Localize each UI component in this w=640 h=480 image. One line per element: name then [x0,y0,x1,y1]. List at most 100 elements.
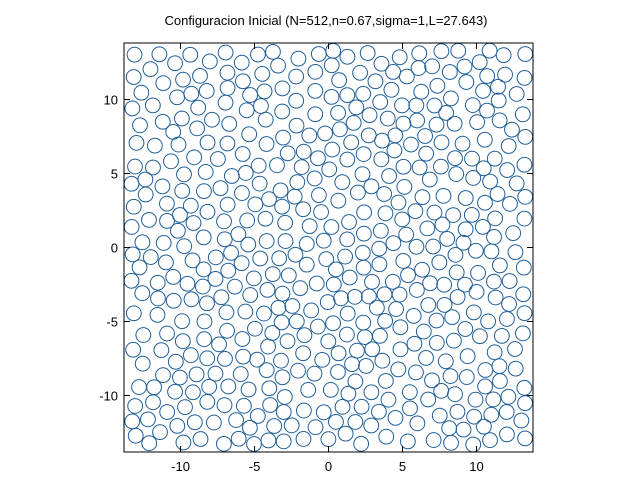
particle-point [454,135,471,152]
particle-point [280,267,297,284]
particle-point [435,187,452,204]
particle-point [355,146,372,163]
particle-point [395,115,412,132]
particle-point [295,345,312,362]
particle-point [174,313,190,330]
particle-point [422,275,438,292]
particle-point [379,110,396,127]
particle-point [298,256,315,273]
particle-point [399,433,416,450]
particle-point [505,225,522,242]
particle-point [125,69,142,85]
particle-point [475,82,491,99]
particle-point [176,238,193,255]
particle-point [502,195,518,212]
particle-point [154,113,171,130]
particle-point [334,174,351,191]
particle-point [487,210,504,227]
particle-point [123,219,140,235]
particle-point [499,162,516,178]
particle-point [239,212,256,229]
particle-point [501,273,518,289]
particle-point [258,136,275,152]
particle-point [390,361,407,378]
particle-point [216,231,233,248]
particle-point [279,333,296,350]
particle-point [328,261,344,278]
particle-point [446,115,463,132]
particle-point [377,312,394,329]
particle-point [356,225,372,242]
particle-point [313,204,329,220]
axes: -10 -5 0 5 10 -10 -5 0 5 10 [99,43,533,474]
particle-point [254,66,271,82]
particle-point [242,287,259,303]
particle-point [371,403,387,420]
particle-point [391,286,408,303]
particle-point [234,185,250,201]
particle-point [360,127,377,144]
particle-point [417,128,433,144]
particle-point [169,89,185,106]
particle-point [310,150,326,167]
particle-point [355,314,372,331]
particle-point [359,45,376,61]
particle-point [159,195,175,212]
particle-point [459,348,476,365]
particle-point [183,85,200,102]
particle-point [442,368,459,385]
particle-point [402,400,418,417]
x-tick-label: -10 [171,459,190,474]
particle-point [388,301,405,317]
particle-point [444,309,461,326]
particle-point [439,230,456,247]
particle-point [270,299,287,316]
particle-point [367,73,384,90]
particle-point [517,430,534,447]
particle-point [142,249,159,266]
particle-point [150,290,166,307]
particle-point [381,168,398,184]
particle-point [320,333,337,350]
particle-point [377,372,394,389]
particle-point [242,419,258,436]
particle-point [228,412,245,428]
particle-point [251,175,268,192]
particle-point [409,112,426,129]
particle-point [465,436,482,453]
y-tick-label: 10 [104,93,118,108]
particle-point [247,196,264,213]
particle-point [467,242,484,259]
particle-point [332,121,348,138]
particle-point [182,197,199,214]
particle-point [428,335,445,351]
particle-point [449,403,466,420]
particle-point [364,273,380,290]
particle-point [259,281,276,298]
particle-point [363,178,380,195]
particle-point [274,369,291,386]
particle-point [125,305,142,322]
particle-point [489,186,506,202]
particle-point [514,106,531,123]
particle-point [339,231,356,248]
particle-point [334,398,351,415]
particle-point [472,328,488,345]
x-tick-label: -5 [249,459,261,474]
particle-point [349,342,365,359]
particle-point [123,272,140,289]
particle-point [485,391,502,408]
particle-point [372,327,388,344]
particle-point [165,123,182,140]
particle-point [124,100,141,117]
particle-point [405,307,422,324]
particle-point [125,198,142,215]
particle-point [235,397,252,414]
particle-point [300,382,317,398]
particle-point [196,183,212,200]
particle-point [298,236,315,252]
particle-point [364,341,381,358]
particle-point [517,128,534,145]
particle-point [274,285,291,302]
particle-point [420,297,437,313]
